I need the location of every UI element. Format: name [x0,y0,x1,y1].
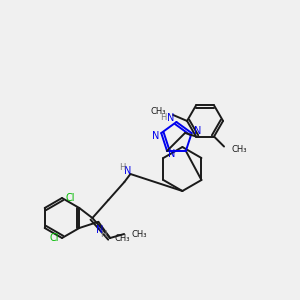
Text: CH₃: CH₃ [151,107,166,116]
Text: N: N [124,166,131,176]
Text: CH₃: CH₃ [114,233,130,242]
Text: CH₃: CH₃ [231,145,247,154]
Text: H: H [119,163,126,172]
Text: N: N [152,131,159,141]
Text: H: H [160,113,167,122]
Text: N: N [96,225,103,235]
Text: N: N [168,149,176,159]
Text: CH₃: CH₃ [131,230,147,238]
Text: Cl: Cl [49,233,59,243]
Text: N: N [167,113,174,123]
Text: H: H [100,230,106,239]
Text: Cl: Cl [65,193,75,203]
Text: N: N [194,126,201,136]
